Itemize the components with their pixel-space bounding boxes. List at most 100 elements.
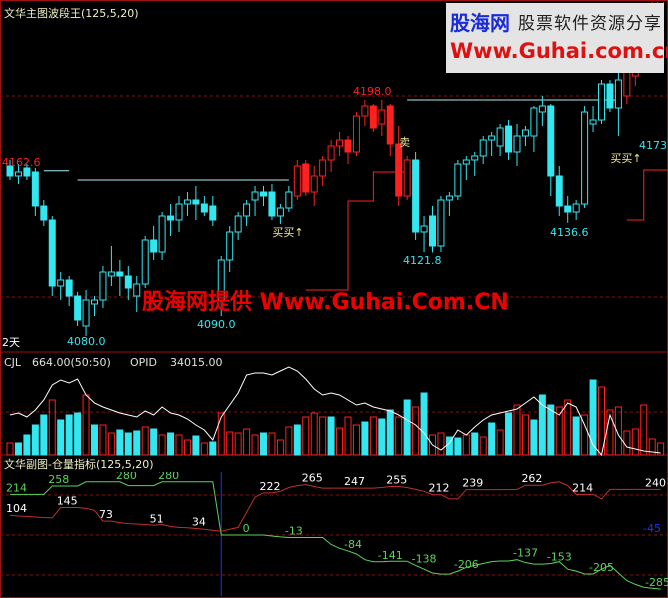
price-label: 4121.8 bbox=[403, 254, 442, 267]
indicator-label: 265 bbox=[302, 472, 323, 485]
stop-line bbox=[626, 169, 668, 221]
candle-body bbox=[31, 171, 39, 207]
candle-body bbox=[65, 279, 73, 297]
volume-bar bbox=[488, 422, 496, 456]
volume-bar bbox=[581, 414, 589, 456]
volume-bar bbox=[412, 406, 420, 456]
candle-body bbox=[226, 231, 234, 261]
candle-body bbox=[412, 159, 420, 233]
volume-bar bbox=[538, 394, 546, 456]
indicator-label: 51 bbox=[150, 512, 164, 525]
volume-bar bbox=[302, 416, 310, 456]
candle-body bbox=[243, 203, 251, 217]
signal-label: 买买↑ bbox=[272, 226, 303, 239]
volume-bar bbox=[6, 442, 14, 456]
volume-bar bbox=[564, 399, 572, 456]
candle-body bbox=[183, 199, 191, 205]
candle-body bbox=[555, 175, 563, 207]
indicator-label: 0 bbox=[243, 522, 250, 535]
volume-bar bbox=[437, 432, 445, 456]
indicator-label: -137 bbox=[513, 547, 538, 560]
candle-body bbox=[276, 207, 284, 217]
volume-bar bbox=[74, 412, 82, 456]
candle-body bbox=[521, 129, 529, 137]
indicator-label: -206 bbox=[454, 558, 479, 571]
indicator-label: -84 bbox=[344, 538, 362, 551]
candle-body bbox=[133, 283, 141, 297]
candle-body bbox=[175, 203, 183, 221]
candle-body bbox=[589, 119, 597, 125]
price-label: 4136.6 bbox=[550, 226, 589, 239]
volume-bar bbox=[217, 412, 225, 456]
volume-value: 664.00(50:50) bbox=[32, 356, 111, 369]
candle-body bbox=[167, 215, 175, 221]
guhai-logo: 股海网 股票软件资源分享 Www.Guhai.com.cn bbox=[446, 3, 668, 73]
candle-body bbox=[530, 107, 538, 137]
volume-bar bbox=[65, 414, 73, 456]
candle-body bbox=[192, 199, 200, 205]
candle-body bbox=[327, 145, 335, 161]
indicator-title: 文华副图-仓量指标(125,5,20) bbox=[4, 457, 154, 471]
candle-body bbox=[513, 135, 521, 153]
candle-body bbox=[614, 79, 622, 109]
volume-bar bbox=[378, 418, 386, 456]
volume-bar bbox=[260, 432, 267, 456]
indicator-label: -153 bbox=[547, 551, 572, 564]
volume-bar bbox=[268, 432, 276, 456]
volume-bar bbox=[352, 424, 360, 456]
candle-body bbox=[251, 191, 259, 201]
volume-bar bbox=[23, 434, 31, 456]
logo-name: 股海网 bbox=[450, 11, 510, 35]
indicator-label: 239 bbox=[462, 477, 483, 490]
candle-body bbox=[285, 191, 293, 209]
volume-bar bbox=[479, 436, 487, 456]
volume-title: CJL bbox=[4, 356, 22, 369]
volume-bar bbox=[14, 442, 22, 456]
candle-body bbox=[538, 105, 546, 113]
volume-bar bbox=[133, 430, 141, 456]
candle-body bbox=[48, 219, 56, 287]
volume-bar bbox=[200, 442, 208, 456]
candle-body bbox=[116, 271, 124, 277]
indicator-label: 240 bbox=[645, 476, 666, 489]
price-panel bbox=[6, 2, 668, 336]
volume-bar bbox=[589, 379, 597, 456]
main-title: 文华主图波段王(125,5,20) bbox=[4, 6, 139, 20]
volume-bar bbox=[99, 424, 107, 456]
volume-bar bbox=[336, 427, 344, 456]
indicator-label: 258 bbox=[48, 473, 69, 486]
volume-bar bbox=[48, 399, 56, 456]
candle-body bbox=[302, 163, 310, 193]
volume-bar bbox=[141, 426, 149, 456]
indicator-label: 255 bbox=[386, 474, 407, 487]
candle-body bbox=[395, 143, 403, 197]
indicator-label: 214 bbox=[6, 481, 27, 494]
logo-url: Www.Guhai.com.cn bbox=[450, 39, 668, 63]
volume-bar bbox=[327, 416, 335, 456]
candle-body bbox=[6, 165, 14, 177]
opid-label: OPID bbox=[130, 356, 157, 369]
candle-body bbox=[369, 105, 377, 129]
volume-bar bbox=[192, 435, 200, 456]
volume-bar bbox=[82, 394, 90, 456]
indicator-panel: 214 258 280 280 104 145 73 51 34 0 -13 -84 -141 -138 -… bbox=[6, 469, 668, 596]
candle-body bbox=[124, 275, 132, 289]
candle-body bbox=[496, 127, 504, 147]
volume-bar bbox=[91, 424, 98, 456]
candle-body bbox=[420, 225, 428, 233]
volume-bar bbox=[606, 409, 614, 456]
signal-label: 买买↑ bbox=[610, 152, 641, 165]
candle-body bbox=[479, 139, 487, 157]
volume-bar bbox=[243, 428, 251, 456]
candle-body bbox=[606, 83, 614, 109]
volume-bar bbox=[175, 434, 183, 456]
indicator-label: -141 bbox=[378, 549, 403, 562]
volume-bar bbox=[555, 406, 563, 456]
stop-line bbox=[305, 171, 408, 291]
volume-bar bbox=[386, 409, 394, 456]
volume-bar bbox=[505, 412, 513, 456]
volume-bar bbox=[158, 434, 166, 456]
indicator-label: 280 bbox=[116, 469, 137, 482]
logo-slogan: 股票软件资源分享 bbox=[518, 14, 662, 34]
